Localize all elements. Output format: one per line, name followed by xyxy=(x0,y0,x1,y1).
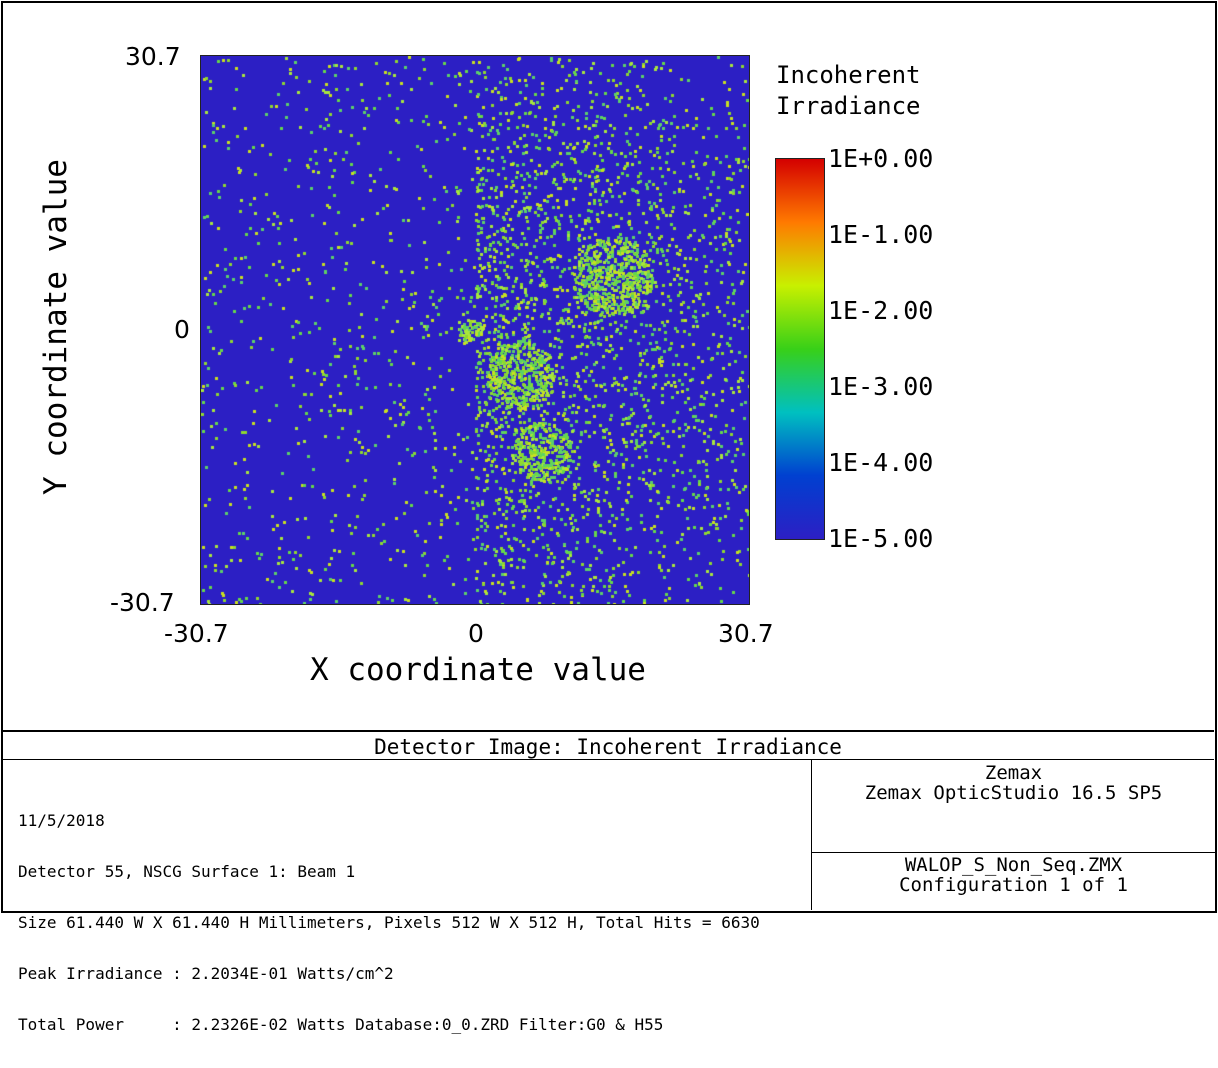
file-name: WALOP_S_Non_Seq.ZMX xyxy=(904,854,1123,876)
company-name: Zemax xyxy=(984,762,1043,784)
x-tick-label-left: -30.7 xyxy=(164,619,229,648)
colorbar-title: Incoherent Irradiance xyxy=(776,60,921,122)
colorbar-label-2: 1E-2.00 xyxy=(828,296,934,325)
report-title: Detector Image: Incoherent Irradiance xyxy=(2,730,1214,760)
x-tick-label-mid: 0 xyxy=(468,619,484,648)
info-peak-irradiance: Peak Irradiance : 2.2034E-01 Watts/cm^2 xyxy=(18,964,394,983)
y-tick-label-mid: 0 xyxy=(174,315,190,344)
colorbar-title-line-1: Incoherent xyxy=(776,61,921,89)
info-detector: Detector 55, NSCG Surface 1: Beam 1 xyxy=(18,862,356,881)
colorbar-label-0: 1E+0.00 xyxy=(828,144,934,173)
x-axis-label: X coordinate value xyxy=(310,652,646,688)
y-axis-label: Y coordinate value xyxy=(38,159,74,495)
report-footer: Detector Image: Incoherent Irradiance 11… xyxy=(2,730,1215,1033)
report-meta: Zemax Zemax OpticStudio 16.5 SP5 WALOP_S… xyxy=(811,760,1215,910)
info-total-power: Total Power : 2.2326E-02 Watts Database:… xyxy=(18,1015,664,1034)
colorbar-label-4: 1E-4.00 xyxy=(828,448,934,477)
y-tick-label-bottom: -30.7 xyxy=(110,588,175,617)
heatmap-image xyxy=(201,56,749,604)
configuration-label: Configuration 1 of 1 xyxy=(899,874,1128,896)
colorbar-label-5: 1E-5.00 xyxy=(828,524,934,553)
y-tick-label-top: 30.7 xyxy=(125,42,181,71)
report-file: WALOP_S_Non_Seq.ZMX Configuration 1 of 1 xyxy=(812,852,1215,910)
window-frame xyxy=(1,1,1217,913)
x-tick-label-right: 30.7 xyxy=(718,619,774,648)
info-date: 11/5/2018 xyxy=(18,811,105,830)
colorbar xyxy=(775,158,825,540)
colorbar-label-1: 1E-1.00 xyxy=(828,220,934,249)
heatmap-plot-area xyxy=(200,55,750,605)
report-info: 11/5/2018 Detector 55, NSCG Surface 1: B… xyxy=(18,778,760,1067)
info-size: Size 61.440 W X 61.440 H Millimeters, Pi… xyxy=(18,913,760,932)
colorbar-label-3: 1E-3.00 xyxy=(828,372,934,401)
product-name: Zemax OpticStudio 16.5 SP5 xyxy=(864,782,1163,804)
colorbar-title-line-2: Irradiance xyxy=(776,92,921,120)
report-software: Zemax Zemax OpticStudio 16.5 SP5 xyxy=(812,760,1215,852)
